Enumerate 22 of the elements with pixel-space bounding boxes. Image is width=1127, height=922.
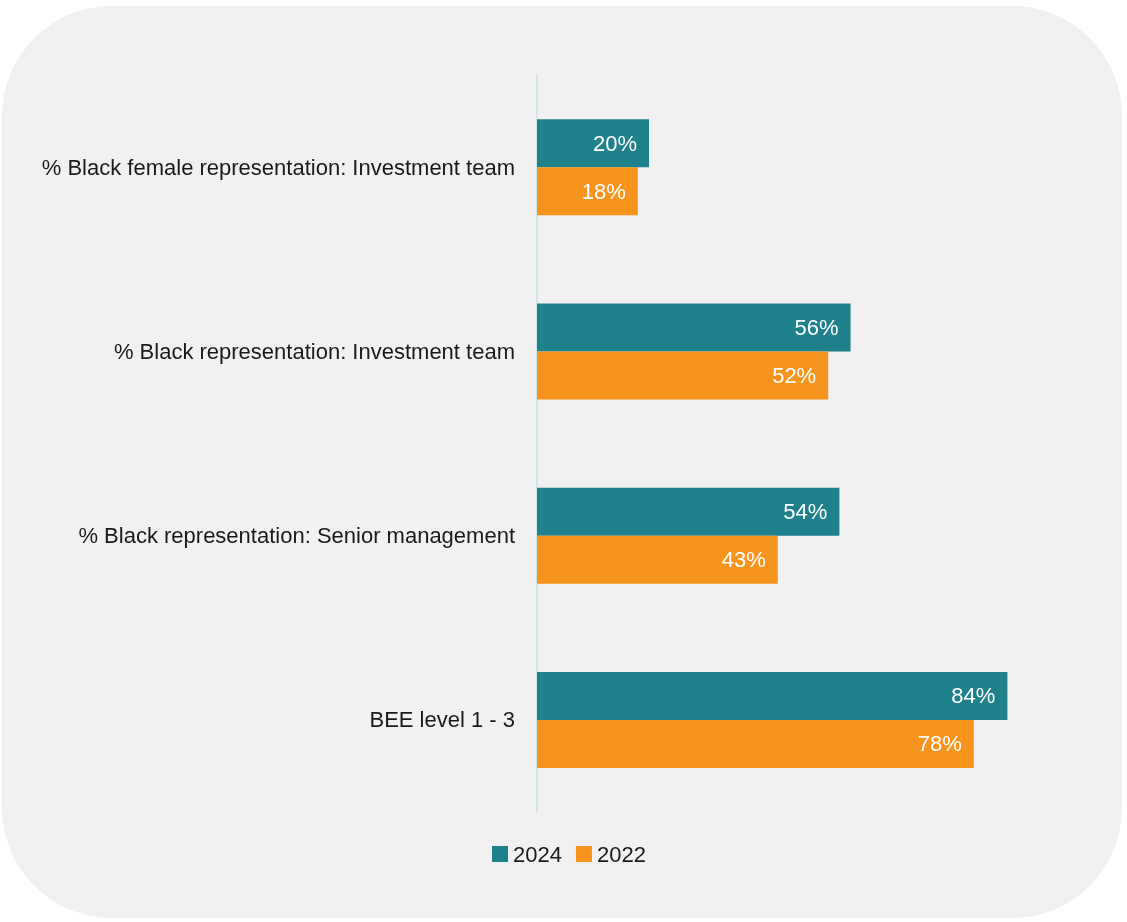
y-tick-label: % Black representation: Senior management xyxy=(78,523,515,549)
bar xyxy=(537,303,851,352)
bar xyxy=(537,671,1008,720)
y-tick-label: % Black female representation: Investment team xyxy=(41,154,515,180)
data-label: 20% xyxy=(592,130,637,156)
data-label: 78% xyxy=(917,731,962,757)
data-label: 56% xyxy=(794,314,839,340)
bar xyxy=(537,167,638,216)
data-label: 54% xyxy=(783,499,828,525)
bar xyxy=(537,351,829,400)
data-label: 43% xyxy=(721,547,766,573)
data-label: 18% xyxy=(581,178,626,204)
legend-label: 2022 xyxy=(596,841,646,867)
y-tick-label: BEE level 1 - 3 xyxy=(369,707,515,733)
data-label: 52% xyxy=(772,362,817,388)
bar xyxy=(537,119,649,168)
legend-label: 2024 xyxy=(513,841,562,867)
bar xyxy=(537,487,840,536)
data-label: 84% xyxy=(951,683,996,709)
y-tick-label: % Black representation: Investment team xyxy=(113,338,515,364)
bar xyxy=(537,719,974,768)
bar xyxy=(537,535,778,584)
